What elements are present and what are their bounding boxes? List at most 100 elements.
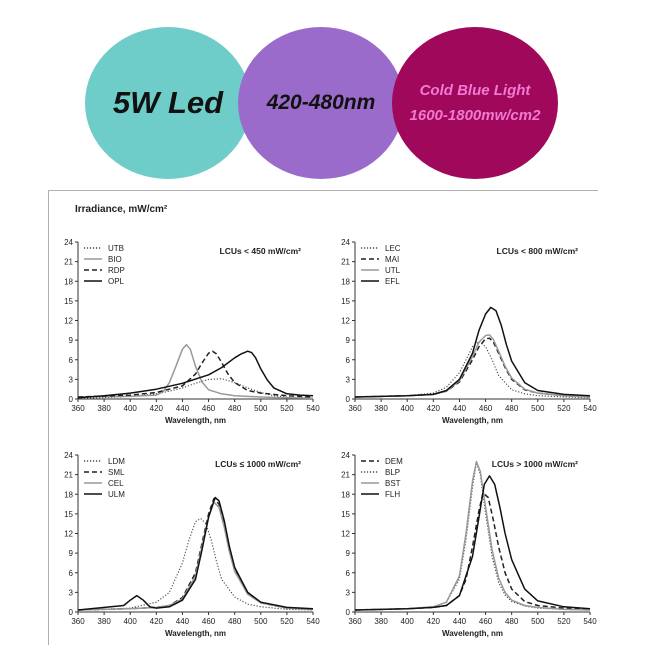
x-tick-label: 420 [150,617,164,626]
legend-label-dem: DEM [385,457,403,466]
x-axis-label: Wavelength, nm [442,416,503,425]
chart-panel-3: 0 3 6 9 12 15 18 21 24 360 380 400 420 440 460 480 500 52… [64,451,320,638]
legend-label-bio: BIO [108,255,122,264]
legend-label-flh: FLH [385,490,400,499]
x-axis-label: Wavelength, nm [165,629,226,638]
x-tick-label: 420 [150,404,164,413]
series-line-opl [77,350,314,399]
x-tick-label: 360 [71,617,85,626]
series-line-cel [77,501,314,611]
chart-title: LCUs ≤ 1000 mW/cm² [215,459,301,469]
y-tick-label: 9 [346,549,351,558]
y-tick-label: 0 [346,608,351,617]
y-tick-label: 0 [69,608,74,617]
x-tick-label: 500 [531,617,545,626]
circle-irradiance-label: 1600-1800mw/cm2 [409,107,541,124]
series-line-bio [77,343,314,400]
y-tick-label: 15 [64,510,73,519]
y-tick-label: 6 [346,356,351,365]
y-tick-label: 6 [346,569,351,578]
y-tick-label: 24 [64,238,73,247]
x-tick-label: 380 [97,404,111,413]
series-line-dem [354,492,591,611]
y-tick-label: 24 [341,451,350,460]
x-tick-label: 500 [254,404,268,413]
x-tick-label: 380 [374,404,388,413]
circle-5w-led-label: 5W Led [112,85,224,120]
legend-label-lec: LEC [385,244,401,253]
x-axis-label: Wavelength, nm [165,416,226,425]
x-tick-label: 520 [557,404,571,413]
legend-label-bst: BST [385,479,401,488]
x-tick-label: 440 [176,617,190,626]
y-tick-label: 18 [341,277,350,286]
legend-label-efl: EFL [385,277,400,286]
y-tick-label: 12 [341,530,350,539]
x-tick-label: 400 [401,617,415,626]
x-tick-label: 380 [97,617,111,626]
circle-wavelength-label: 420-480nm [266,91,376,114]
x-tick-label: 440 [176,404,190,413]
x-tick-label: 540 [583,404,597,413]
banner: 5W Led 420-480nm Cold Blue Light 1600-18… [0,0,650,180]
y-tick-label: 24 [64,451,73,460]
legend-label-utl: UTL [385,266,401,275]
y-tick-label: 21 [341,258,350,267]
x-tick-label: 420 [427,617,441,626]
legend-label-blp: BLP [385,468,400,477]
chart-title: LCUs < 800 mW/cm² [497,246,579,256]
legend-label-sml: SML [108,468,125,477]
y-tick-label: 15 [341,510,350,519]
y-tick-label: 6 [69,569,74,578]
series-line-utl [354,334,591,398]
y-tick-label: 0 [346,395,351,404]
x-tick-label: 440 [453,617,467,626]
x-tick-label: 540 [306,404,320,413]
x-tick-label: 460 [202,617,216,626]
chart-panel-4: 0 3 6 9 12 15 18 21 24 360 380 400 420 440 460 480 500 52… [341,451,597,638]
y-tick-label: 18 [64,490,73,499]
x-tick-label: 480 [505,404,519,413]
x-tick-label: 360 [71,404,85,413]
series-line-flh [354,475,591,611]
series-line-efl [354,306,591,398]
x-tick-label: 500 [254,617,268,626]
x-tick-label: 400 [124,617,138,626]
y-tick-label: 15 [64,297,73,306]
y-tick-label: 15 [341,297,350,306]
y-tick-label: 12 [341,317,350,326]
x-tick-label: 520 [280,617,294,626]
x-tick-label: 540 [306,617,320,626]
y-tick-label: 3 [69,375,74,384]
series-line-ulm [77,496,314,611]
series-line-utb [77,378,314,399]
circle-cold-blue-label: Cold Blue Light [419,82,531,99]
y-tick-label: 12 [64,530,73,539]
x-tick-label: 520 [280,404,294,413]
series-line-lec [354,340,591,399]
legend-label-ulm: ULM [108,490,125,499]
y-tick-label: 24 [341,238,350,247]
spectra-figure: Irradiance, mW/cm² 0 3 6 9 12 15 18 21 24 360 380 4… [48,190,598,645]
legend-label-ldm: LDM [108,457,125,466]
chart-panel-1: 0 3 6 9 12 15 18 21 24 360 380 400 420 440 460 480 500 52… [64,238,320,425]
x-tick-label: 400 [401,404,415,413]
series-line-sml [77,498,314,611]
x-tick-label: 400 [124,404,138,413]
x-tick-label: 360 [348,617,362,626]
figure-y-label: Irradiance, mW/cm² [75,204,168,215]
x-axis-label: Wavelength, nm [442,629,503,638]
y-tick-label: 3 [69,588,74,597]
x-tick-label: 500 [531,404,545,413]
y-tick-label: 9 [346,336,351,345]
x-tick-label: 480 [505,617,519,626]
y-tick-label: 3 [346,588,351,597]
x-tick-label: 380 [374,617,388,626]
y-tick-label: 0 [69,395,74,404]
legend-label-opl: OPL [108,277,125,286]
y-tick-label: 21 [64,258,73,267]
y-tick-label: 6 [69,356,74,365]
y-tick-label: 18 [64,277,73,286]
y-tick-label: 21 [64,471,73,480]
